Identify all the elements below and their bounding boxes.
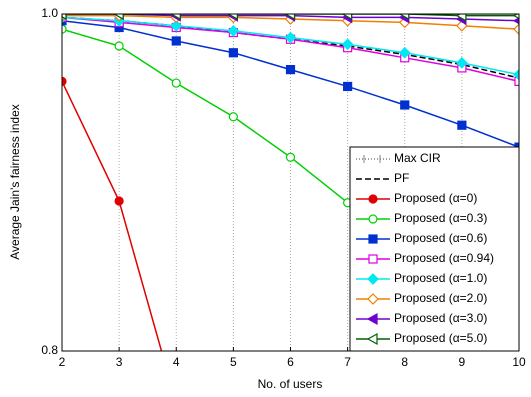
x-tick-label: 2 <box>59 355 66 369</box>
marker <box>285 152 296 162</box>
marker <box>368 254 378 264</box>
legend-label: Proposed (α=1.0) <box>394 271 487 285</box>
marker <box>341 14 353 21</box>
marker <box>112 14 124 21</box>
x-tick-label: 10 <box>512 355 526 369</box>
marker <box>367 273 379 285</box>
marker <box>368 194 378 204</box>
marker <box>285 65 296 75</box>
x-tick-label: 9 <box>459 355 466 369</box>
x-tick-label: 7 <box>344 355 351 369</box>
marker <box>171 36 181 46</box>
legend-label: Proposed (α=0.3) <box>394 211 487 225</box>
y-tick-label: 0.8 <box>41 343 58 357</box>
legend-box <box>349 146 520 352</box>
x-tick-label: 4 <box>173 355 180 369</box>
marker <box>284 14 296 21</box>
x-tick-label: 6 <box>287 355 294 369</box>
legend-label: Proposed (α=0) <box>394 191 477 205</box>
legend-label: PF <box>394 171 409 185</box>
marker <box>368 214 378 224</box>
legend-label: Proposed (α=0.94) <box>394 251 494 265</box>
y-axis-label: Average Jain's fairness index <box>8 104 22 260</box>
marker <box>367 293 379 305</box>
marker <box>228 112 238 122</box>
marker <box>456 57 468 69</box>
marker <box>366 312 378 326</box>
marker <box>455 14 467 22</box>
x-axis-label: No. of users <box>258 377 323 391</box>
legend: Max CIR PF Proposed (α=0) Proposed (α=0.3) P… <box>349 146 520 352</box>
marker <box>513 68 519 81</box>
marker <box>62 14 67 21</box>
legend-label: Max CIR <box>394 151 441 165</box>
marker <box>227 25 240 37</box>
legend-label: Proposed (α=0.6) <box>394 231 487 245</box>
marker <box>228 48 238 58</box>
marker <box>343 81 353 92</box>
marker <box>513 23 519 36</box>
marker <box>170 19 183 32</box>
marker <box>227 14 238 21</box>
marker <box>398 46 411 59</box>
marker <box>284 31 297 44</box>
marker <box>114 41 124 51</box>
marker <box>170 14 181 21</box>
marker <box>368 234 378 244</box>
marker <box>457 120 467 130</box>
legend-label: Proposed (α=2.0) <box>394 291 487 305</box>
marker <box>341 38 354 51</box>
marker <box>62 76 67 86</box>
series-line <box>62 14 519 17</box>
marker <box>366 332 378 346</box>
x-tick-label: 5 <box>230 355 237 369</box>
marker <box>62 24 67 34</box>
x-tick-label: 3 <box>116 355 123 369</box>
marker <box>400 100 410 110</box>
marker <box>114 196 124 206</box>
marker <box>171 78 181 88</box>
marker <box>398 14 410 21</box>
marker <box>514 76 519 87</box>
axes: 2 3 4 5 6 7 8 9 10 0.8 1.0 <box>41 6 526 369</box>
y-tick-label: 1.0 <box>41 6 58 20</box>
legend-label: Proposed (α=5.0) <box>394 331 487 345</box>
legend-label: Proposed (α=3.0) <box>394 311 487 325</box>
x-tick-label: 8 <box>401 355 408 369</box>
